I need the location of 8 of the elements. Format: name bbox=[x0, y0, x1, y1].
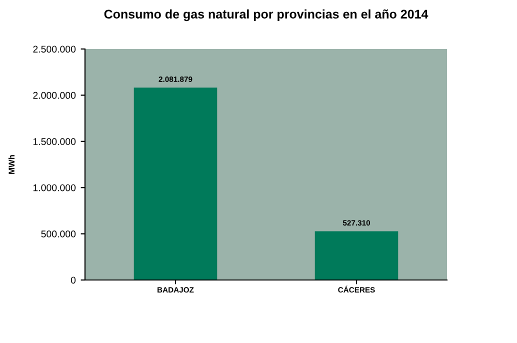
y-tick-label: 2.500.000 bbox=[33, 46, 76, 53]
chart-title: Consumo de gas natural por provincias en el año 2014 bbox=[104, 9, 428, 22]
y-tick-label: 1.000.000 bbox=[33, 184, 76, 192]
y-tick-label: 2.000.000 bbox=[33, 92, 76, 99]
y-axis-title: MWh bbox=[8, 155, 14, 174]
y-tick-label: 1.500.000 bbox=[33, 138, 76, 146]
y-tick-label: 0 bbox=[70, 276, 76, 284]
y-tick-label: 500.000 bbox=[41, 230, 76, 238]
